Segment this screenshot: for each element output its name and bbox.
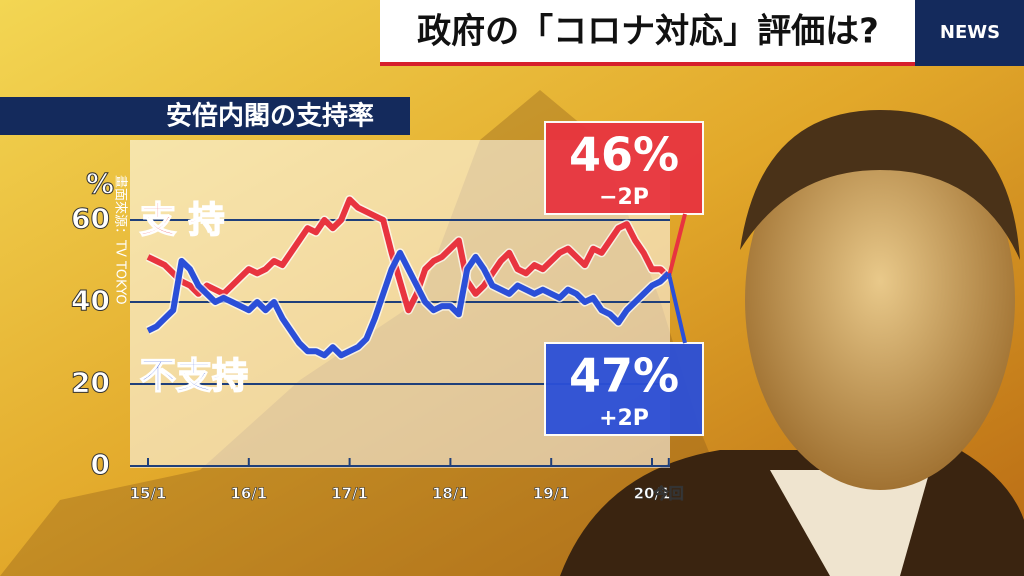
y-tick-label: 60 xyxy=(71,202,110,235)
legend-label: 支 持 xyxy=(140,200,225,241)
y-axis-label: % xyxy=(86,167,114,200)
news-logo-box xyxy=(915,0,1024,66)
y-tick-label: 20 xyxy=(71,366,110,399)
callout-pointer xyxy=(666,213,687,278)
portrait xyxy=(560,110,1024,576)
x-tick-label: 17/1 xyxy=(331,485,368,503)
callout-change: +2P xyxy=(599,406,649,431)
x-tick-label: 今回 xyxy=(653,485,684,503)
chart-title: 安倍内閣の支持率 xyxy=(166,101,374,132)
series-line xyxy=(146,196,671,314)
chart-title-bar xyxy=(0,97,410,135)
header-bar xyxy=(380,0,915,62)
x-tick-label: 19/1 xyxy=(533,485,570,503)
callout-change: −2P xyxy=(599,185,649,210)
y-tick-label: 40 xyxy=(71,284,110,317)
callout-value: 46% xyxy=(569,128,679,182)
callout-box xyxy=(544,121,704,215)
x-tick-label: 16/1 xyxy=(230,485,267,503)
x-tick-label: 15/1 xyxy=(130,485,167,503)
x-tick-label: 20/1 xyxy=(634,485,671,503)
series-line xyxy=(146,249,671,359)
callout-box xyxy=(544,342,704,436)
y-tick-label: 0 xyxy=(91,448,110,481)
legend-label: 不支持 xyxy=(140,356,248,397)
news-logo: NEWS xyxy=(940,22,1000,43)
header-title: 政府の「コロナ対応」評価は? xyxy=(417,12,879,52)
source-note: 畫面來源：TV TOKYO xyxy=(113,175,128,305)
callout-pointer xyxy=(666,272,687,344)
header-underline xyxy=(380,62,915,66)
x-tick-label: 18/1 xyxy=(432,485,469,503)
callout-value: 47% xyxy=(569,349,679,403)
